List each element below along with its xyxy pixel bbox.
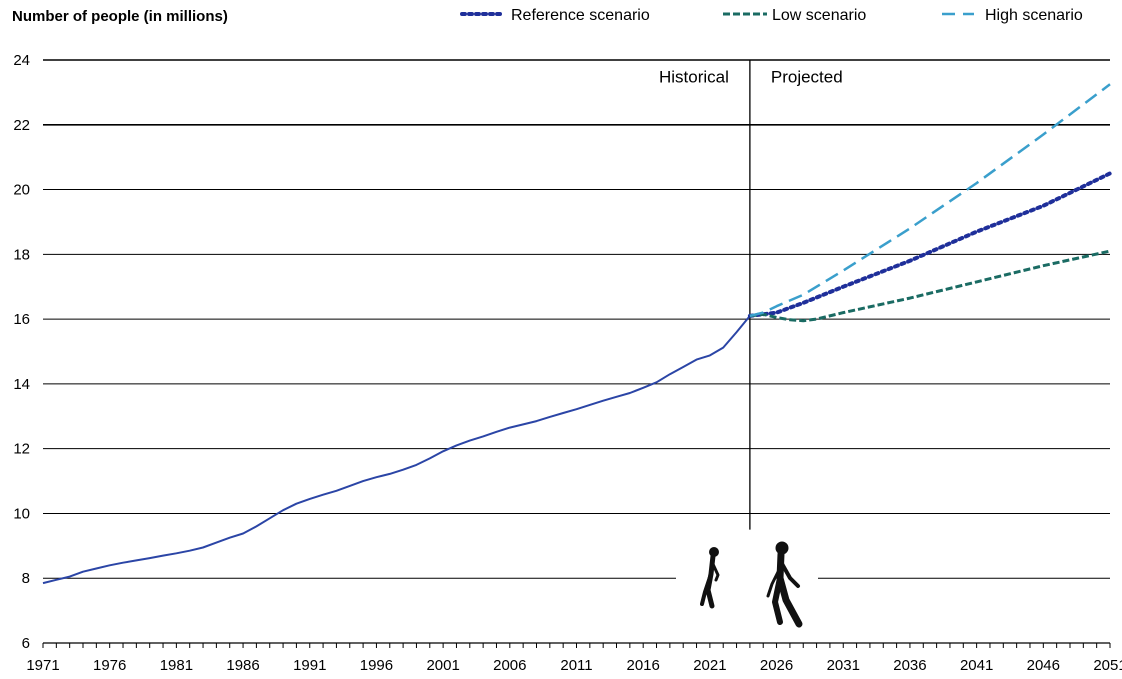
legend-label: Low scenario: [772, 7, 866, 24]
x-tick-label: 2046: [1027, 657, 1060, 674]
y-tick-label: 20: [13, 182, 30, 199]
series-line-high-scenario: [749, 83, 1111, 318]
y-axis-ticks: 6 8 10 12 14 16 18 20 22 24: [13, 52, 30, 652]
x-tick-label: 2001: [426, 657, 459, 674]
x-tick-label: 2016: [627, 657, 660, 674]
x-tick-label: 1986: [226, 657, 259, 674]
y-axis-title: Number of people (in millions): [12, 8, 228, 25]
x-tick-label: 2051: [1093, 657, 1122, 674]
legend: Reference scenario Low scenario High scena…: [460, 7, 1083, 24]
x-tick-label: 2026: [760, 657, 793, 674]
y-tick-label: 14: [13, 376, 30, 393]
series-lines: [42, 83, 1112, 585]
series-line-reference-scenario: [747, 171, 1112, 318]
walking-person-icon: [700, 547, 720, 609]
legend-label: Reference scenario: [511, 7, 650, 24]
x-tick-label: 1991: [293, 657, 326, 674]
x-tick-label: 2021: [693, 657, 726, 674]
x-tick-label: 1971: [26, 657, 59, 674]
legend-label: High scenario: [985, 7, 1083, 24]
x-tick-label: 2011: [560, 657, 592, 674]
y-tick-label: 24: [13, 52, 30, 69]
x-tick-label: 1976: [93, 657, 126, 674]
y-tick-label: 18: [13, 246, 30, 263]
x-tick-label: 1996: [360, 657, 393, 674]
series-line-low-scenario: [749, 249, 1111, 323]
y-tick-label: 8: [22, 570, 30, 587]
y-tick-label: 12: [13, 441, 30, 458]
historical-label: Historical: [659, 68, 729, 87]
y-tick-label: 22: [13, 117, 30, 134]
x-tick-label: 2031: [827, 657, 860, 674]
series-line-historical: [42, 315, 751, 585]
x-axis: 1971 1976 1981 1986 1991 1996 2001 2006 2011 2016…: [26, 642, 1122, 674]
gridlines: [43, 59, 1110, 579]
y-tick-label: 6: [22, 635, 30, 652]
walking-person-with-cane-icon: [766, 541, 803, 628]
icon-background: [676, 540, 818, 640]
x-tick-label: 2041: [960, 657, 993, 674]
x-tick-label: 1981: [160, 657, 193, 674]
x-tick-label: 2036: [893, 657, 926, 674]
y-tick-label: 16: [13, 311, 30, 328]
x-tick-label: 2006: [493, 657, 526, 674]
projected-label: Projected: [771, 68, 843, 87]
y-tick-label: 10: [13, 505, 30, 522]
